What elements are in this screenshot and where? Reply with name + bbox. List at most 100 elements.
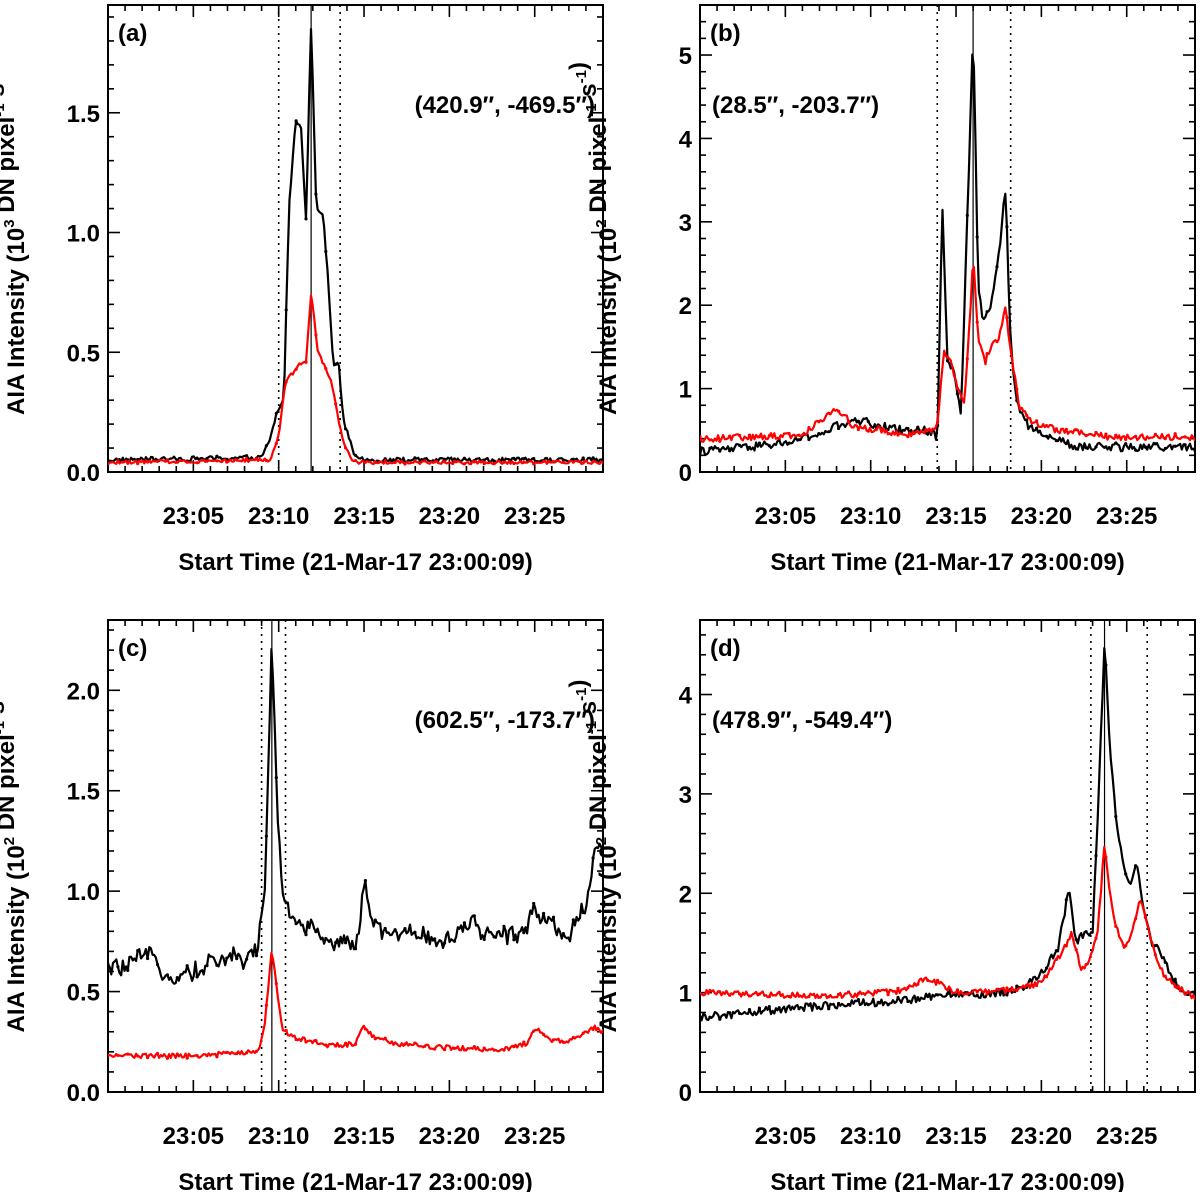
data-point [1044, 424, 1049, 428]
data-point [1143, 437, 1148, 441]
data-point [363, 1027, 367, 1031]
data-point [1044, 975, 1049, 979]
data-point [1153, 432, 1157, 436]
data-point [472, 1045, 476, 1049]
data-point [718, 990, 722, 994]
data-point [126, 968, 130, 972]
data-point [700, 1015, 702, 1019]
data-point [512, 456, 516, 460]
data-point [708, 988, 712, 993]
data-point [1163, 437, 1167, 441]
x-tick-label: 23:25 [504, 503, 565, 530]
data-point [324, 249, 328, 254]
data-point [747, 1007, 752, 1012]
data-point [1153, 953, 1157, 957]
data-point [827, 411, 831, 415]
data-point [747, 433, 752, 437]
series-line-red [700, 845, 1195, 1000]
data-point [1163, 446, 1167, 451]
data-point [344, 446, 348, 450]
data-point [344, 1041, 348, 1045]
data-point [1015, 387, 1019, 391]
data-point [195, 975, 199, 979]
data-point [532, 901, 536, 906]
data-point [581, 456, 585, 460]
x-tick-label: 23:25 [1096, 1123, 1157, 1150]
data-point [314, 1038, 318, 1043]
data-point [856, 991, 861, 996]
data-point [294, 1037, 298, 1042]
data-point [1104, 855, 1108, 859]
data-point [254, 1049, 259, 1053]
data-point [522, 931, 526, 935]
data-point [738, 1011, 742, 1016]
data-point [462, 462, 466, 466]
data-point [235, 956, 239, 961]
data-point [896, 995, 900, 1000]
data-point [1124, 437, 1128, 442]
data-point [1074, 428, 1078, 432]
panel-label: (c) [118, 635, 147, 662]
data-point [108, 962, 110, 966]
data-point [274, 441, 278, 446]
data-point [452, 1046, 457, 1050]
data-point [136, 462, 140, 466]
data-point [1025, 413, 1029, 418]
data-point [965, 213, 969, 217]
data-point [1104, 663, 1108, 667]
data-point [1035, 426, 1039, 430]
data-point [1124, 872, 1128, 876]
data-point [965, 357, 969, 361]
x-tick-label: 23:10 [248, 503, 309, 530]
data-point [757, 435, 762, 439]
data-point [393, 1041, 397, 1045]
data-point [1005, 315, 1009, 320]
data-point [136, 1054, 140, 1058]
data-point [353, 453, 358, 457]
data-point [452, 939, 457, 943]
data-point [1183, 443, 1187, 447]
data-point [264, 458, 268, 463]
data-point [195, 456, 199, 460]
data-point [413, 1041, 417, 1045]
data-point [827, 995, 831, 999]
data-point [916, 996, 920, 1000]
x-tick-label: 23:05 [163, 503, 224, 530]
data-point [906, 986, 910, 990]
data-point [1173, 977, 1177, 981]
data-point [1044, 966, 1049, 970]
data-point [1064, 427, 1068, 431]
data-point [245, 1051, 249, 1055]
data-point [787, 1004, 791, 1008]
data-point [314, 333, 318, 337]
data-point [274, 981, 278, 986]
y-tick-label: 5 [679, 43, 692, 70]
data-point [995, 987, 999, 991]
data-point [551, 915, 556, 919]
data-point [1084, 962, 1088, 967]
data-point [542, 459, 546, 464]
data-point [837, 1001, 841, 1006]
x-tick-label: 23:20 [419, 503, 480, 530]
series-line-red [108, 294, 603, 466]
data-point [591, 1027, 595, 1031]
y-tick-label: 0.5 [67, 980, 100, 1007]
data-point [1193, 996, 1195, 1001]
data-point [757, 441, 762, 445]
data-point [571, 1035, 575, 1040]
data-point [876, 1000, 880, 1004]
data-point [146, 460, 150, 464]
data-point [1005, 225, 1009, 229]
data-point [856, 427, 861, 432]
y-tick-label: 4 [679, 126, 693, 153]
series-line-black [108, 648, 603, 985]
panel-label: (b) [710, 20, 741, 47]
data-point [906, 435, 910, 439]
data-point [522, 1040, 526, 1044]
data-point [433, 937, 437, 941]
data-point [1134, 434, 1138, 438]
data-point [175, 976, 179, 980]
x-tick-label: 23:05 [755, 1123, 816, 1150]
data-point [767, 434, 771, 438]
x-axis-label: Start Time (21-Mar-17 23:00:09) [178, 1169, 532, 1192]
